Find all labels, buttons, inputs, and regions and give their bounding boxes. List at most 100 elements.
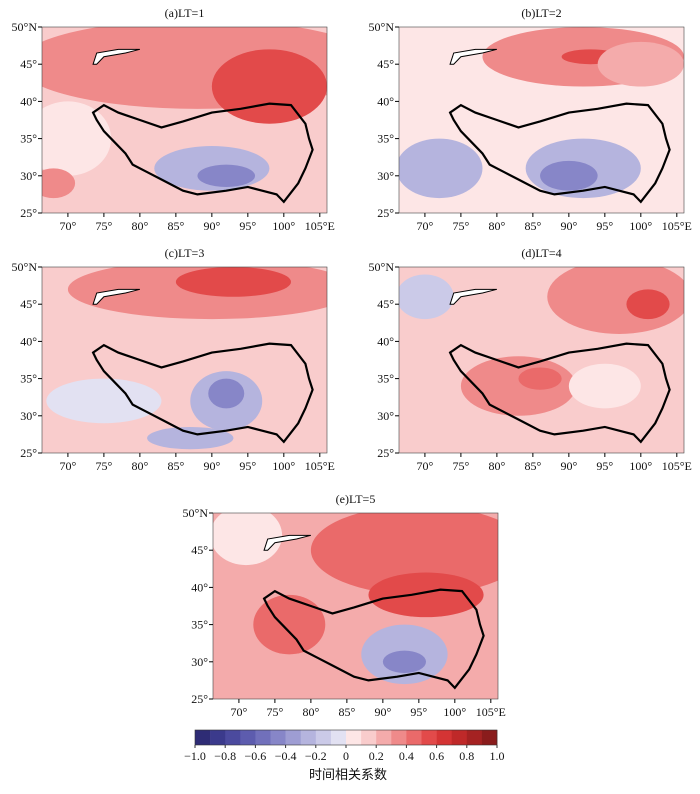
lat-label: 40°	[20, 94, 37, 108]
lat-label: 35°	[20, 132, 37, 146]
lat-label: 50°N	[12, 20, 38, 34]
lake-outline	[449, 288, 498, 305]
field-blob	[197, 164, 256, 187]
lat-label: 45°	[20, 297, 37, 311]
lake-outline	[449, 48, 498, 65]
lon-label: 70°	[417, 459, 434, 473]
field-blob	[518, 367, 562, 390]
lat-label: 30°	[20, 169, 37, 183]
lat-label: 35°	[377, 132, 394, 146]
lon-label: 70°	[60, 219, 77, 233]
lon-label: 75°	[452, 219, 469, 233]
field-blob	[460, 356, 577, 416]
panel-title: (d)LT=4	[521, 246, 561, 260]
field-blob	[213, 513, 283, 566]
colorbar-swatch	[376, 730, 392, 745]
field-blob	[547, 267, 684, 334]
lon-label: 100°	[272, 219, 295, 233]
panel-title: (b)LT=2	[521, 6, 561, 20]
lon-label: 75°	[95, 219, 112, 233]
field-blob	[626, 289, 670, 320]
colorbar-swatch	[300, 730, 317, 745]
field-blob	[147, 426, 234, 450]
map-panel	[42, 27, 327, 213]
lat-label: 30°	[191, 655, 208, 669]
lat-label: 40°	[377, 94, 394, 108]
lat-label: 30°	[377, 169, 394, 183]
panel-title: (c)LT=3	[165, 246, 205, 260]
lat-label: 40°	[20, 334, 37, 348]
colorbar-tick-label: 0.4	[399, 749, 414, 763]
colorbar-tick-label: −0.8	[214, 749, 236, 763]
lon-label: 80°	[488, 459, 505, 473]
lon-label: 105°E	[662, 459, 692, 473]
field-blob	[310, 513, 498, 595]
lon-label: 100°	[629, 219, 652, 233]
colorbar-swatch	[255, 730, 271, 745]
map-panel	[399, 267, 684, 453]
lon-label: 100°	[443, 705, 466, 719]
colorbar-swatch	[466, 730, 483, 745]
colorbar-swatch	[210, 730, 226, 745]
lon-label: 80°	[302, 705, 319, 719]
colorbar-swatch	[361, 730, 377, 745]
lon-label: 70°	[417, 219, 434, 233]
lon-label: 75°	[95, 459, 112, 473]
colorbar-swatch	[406, 730, 422, 745]
lon-label: 95°	[596, 459, 613, 473]
map-frame	[41, 266, 328, 454]
panel-title: (a)LT=1	[165, 6, 205, 20]
lon-label: 90°	[560, 459, 577, 473]
lat-label: 45°	[20, 57, 37, 71]
colorbar-tick-label: 0.2	[369, 749, 384, 763]
field-blob	[46, 378, 162, 424]
lon-label: 90°	[560, 219, 577, 233]
lat-label: 25°	[377, 446, 394, 460]
field-blob	[211, 49, 327, 124]
lon-label: 85°	[167, 219, 184, 233]
lat-label: 40°	[191, 580, 208, 594]
lon-label: 70°	[231, 705, 248, 719]
lat-label: 45°	[377, 297, 394, 311]
map-panel	[213, 513, 498, 699]
colorbar-swatch	[436, 730, 452, 745]
lon-label: 105°E	[476, 705, 506, 719]
colorbar-tick-label: −0.6	[245, 749, 267, 763]
colorbar-swatch	[240, 730, 256, 745]
colorbar-swatch	[285, 730, 301, 745]
lat-label: 25°	[191, 692, 208, 706]
map-frame	[398, 26, 685, 214]
lon-label: 95°	[239, 459, 256, 473]
colorbar-tick-label: 0.8	[459, 749, 474, 763]
field-blob	[208, 378, 245, 409]
lon-label: 95°	[596, 219, 613, 233]
lon-label: 85°	[524, 219, 541, 233]
map-frame	[41, 26, 328, 214]
lon-label: 105°E	[305, 219, 335, 233]
colorbar-tick-label: −0.4	[275, 749, 297, 763]
lon-label: 75°	[452, 459, 469, 473]
plateau-outline	[448, 102, 671, 204]
colorbar-tick-label: −0.2	[305, 749, 327, 763]
field-blob	[399, 274, 454, 320]
colorbar-tick-label: 0.6	[429, 749, 444, 763]
lat-label: 35°	[191, 618, 208, 632]
lat-label: 25°	[20, 206, 37, 220]
colorbar-swatch	[481, 730, 498, 745]
colorbar-label: 时间相关系数	[309, 768, 387, 783]
colorbar-swatch	[195, 730, 211, 745]
colorbar-swatch	[315, 730, 332, 745]
lake-outline	[92, 288, 141, 305]
colorbar-swatch	[270, 730, 286, 745]
colorbar-tick-label: −1.0	[184, 749, 206, 763]
lat-label: 45°	[377, 57, 394, 71]
field-blob	[540, 160, 598, 191]
colorbar-swatch	[346, 730, 362, 745]
field-blob	[368, 572, 484, 618]
map-panel	[42, 267, 327, 453]
lat-label: 35°	[377, 372, 394, 386]
field-blob	[597, 41, 684, 87]
lat-label: 25°	[377, 206, 394, 220]
lon-label: 95°	[239, 219, 256, 233]
lake-outline	[92, 48, 141, 65]
